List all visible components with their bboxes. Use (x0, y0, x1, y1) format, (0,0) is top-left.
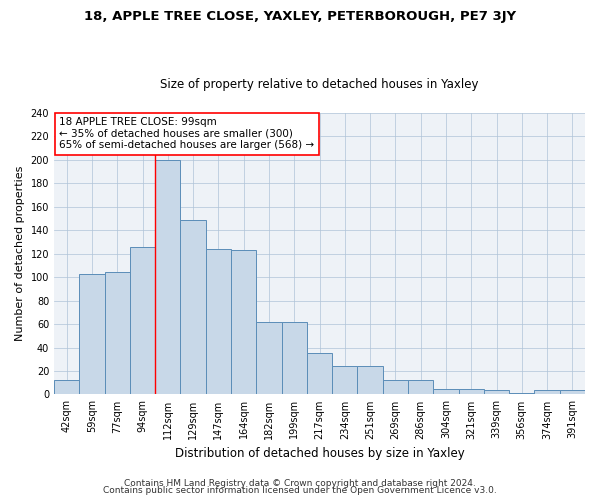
Bar (484, 390, 509, 394)
Bar (332, 366, 358, 394)
Bar (231, 250, 256, 394)
Bar (155, 160, 181, 394)
Bar (104, 272, 130, 394)
X-axis label: Distribution of detached houses by size in Yaxley: Distribution of detached houses by size … (175, 447, 464, 460)
Bar (256, 322, 281, 394)
Text: Contains public sector information licensed under the Open Government Licence v3: Contains public sector information licen… (103, 486, 497, 495)
Bar (181, 220, 206, 394)
Bar (130, 246, 155, 394)
Y-axis label: Number of detached properties: Number of detached properties (15, 166, 25, 342)
Bar (458, 388, 484, 394)
Bar (307, 354, 332, 395)
Bar (358, 366, 383, 394)
Bar (54, 380, 79, 394)
Bar (79, 274, 104, 394)
Bar (281, 322, 307, 394)
Bar (206, 249, 231, 394)
Text: 18, APPLE TREE CLOSE, YAXLEY, PETERBOROUGH, PE7 3JY: 18, APPLE TREE CLOSE, YAXLEY, PETERBOROU… (84, 10, 516, 23)
Title: Size of property relative to detached houses in Yaxley: Size of property relative to detached ho… (160, 78, 479, 91)
Text: 18 APPLE TREE CLOSE: 99sqm
← 35% of detached houses are smaller (300)
65% of sem: 18 APPLE TREE CLOSE: 99sqm ← 35% of deta… (59, 117, 314, 150)
Bar (433, 388, 458, 394)
Bar (383, 380, 408, 394)
Bar (535, 390, 560, 394)
Text: Contains HM Land Registry data © Crown copyright and database right 2024.: Contains HM Land Registry data © Crown c… (124, 478, 476, 488)
Bar (408, 380, 433, 394)
Bar (560, 390, 585, 394)
